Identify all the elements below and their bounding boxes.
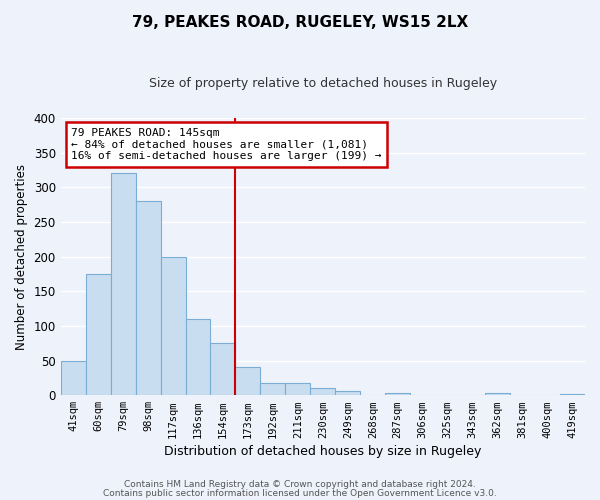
Bar <box>286 382 310 395</box>
Bar <box>185 319 211 395</box>
Text: Contains HM Land Registry data © Crown copyright and database right 2024.: Contains HM Land Registry data © Crown c… <box>124 480 476 489</box>
Bar <box>136 201 161 395</box>
Y-axis label: Number of detached properties: Number of detached properties <box>15 164 28 350</box>
Bar <box>235 368 260 395</box>
Bar <box>110 174 136 395</box>
Title: Size of property relative to detached houses in Rugeley: Size of property relative to detached ho… <box>149 78 497 90</box>
Text: 79, PEAKES ROAD, RUGELEY, WS15 2LX: 79, PEAKES ROAD, RUGELEY, WS15 2LX <box>132 15 468 30</box>
Bar <box>485 393 510 395</box>
Bar <box>310 388 335 395</box>
Bar <box>560 394 585 395</box>
Bar <box>61 360 86 395</box>
Bar <box>335 391 360 395</box>
Bar <box>385 393 410 395</box>
Bar <box>260 382 286 395</box>
Text: Contains public sector information licensed under the Open Government Licence v3: Contains public sector information licen… <box>103 488 497 498</box>
Bar <box>211 343 235 395</box>
Bar <box>161 256 185 395</box>
X-axis label: Distribution of detached houses by size in Rugeley: Distribution of detached houses by size … <box>164 444 482 458</box>
Text: 79 PEAKES ROAD: 145sqm
← 84% of detached houses are smaller (1,081)
16% of semi-: 79 PEAKES ROAD: 145sqm ← 84% of detached… <box>71 128 382 161</box>
Bar <box>86 274 110 395</box>
